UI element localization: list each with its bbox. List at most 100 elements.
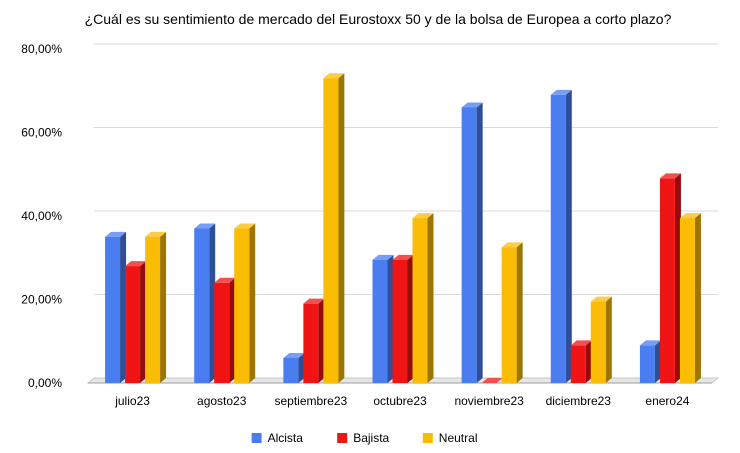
legend-swatch — [251, 433, 262, 443]
bar-side — [338, 73, 345, 383]
bar-bajista-agosto23 — [214, 277, 236, 383]
x-tick-label: enero24 — [645, 394, 689, 408]
bar-front — [639, 345, 655, 383]
bar-side — [674, 173, 681, 383]
legend-item-neutral: Neutral — [422, 431, 478, 445]
bar-top — [461, 102, 483, 108]
bar-top — [105, 231, 127, 237]
bar-neutral-diciembre23 — [590, 296, 612, 383]
bar-side — [140, 261, 147, 383]
bar-side — [654, 340, 661, 383]
bar-front — [679, 218, 695, 383]
y-tick-label: 40,00% — [21, 209, 62, 223]
bar-side — [120, 231, 127, 383]
bar-top — [214, 277, 236, 283]
x-tick-label: septiembre23 — [274, 394, 347, 408]
bar-top — [145, 231, 167, 237]
legend-label: Neutral — [439, 431, 478, 445]
bar-bajista-septiembre23 — [303, 298, 325, 383]
bar-alcista-agosto23 — [194, 223, 216, 383]
bar-bajista-noviembre23 — [481, 378, 503, 383]
bar-front — [125, 266, 141, 383]
x-axis-categories: julio23 agosto23 septiembre23 octubre23 novi… — [114, 394, 690, 408]
bar-side — [209, 223, 216, 383]
bar-front — [550, 94, 566, 384]
bar-alcista-noviembre23 — [461, 102, 483, 383]
bar-front — [501, 247, 517, 383]
legend-item-alcista: Alcista — [251, 431, 304, 445]
bar-top — [659, 173, 681, 179]
bar-side — [229, 277, 236, 383]
bar-top — [194, 223, 216, 229]
x-tick-label: agosto23 — [197, 394, 247, 408]
bar-top — [323, 73, 345, 79]
bar-alcista-julio23 — [105, 231, 127, 383]
y-tick-label: 80,00% — [21, 42, 62, 56]
bar-alcista-octubre23 — [372, 254, 394, 383]
bar-front — [392, 259, 408, 383]
bar-top — [590, 296, 612, 302]
bar-neutral-agosto23 — [234, 223, 256, 383]
bar-alcista-septiembre23 — [283, 352, 305, 383]
legend-swatch — [337, 433, 348, 443]
bar-top — [303, 298, 325, 304]
bar-side — [427, 213, 434, 383]
chart-title: ¿Cuál es su sentimiento de mercado del E… — [85, 11, 672, 27]
bar-front — [570, 345, 586, 383]
bar-top — [283, 352, 305, 358]
bar-front — [105, 236, 121, 383]
x-tick-label: diciembre23 — [546, 394, 612, 408]
bar-top — [679, 213, 701, 219]
bar-front — [372, 259, 388, 383]
bar-top — [125, 261, 147, 267]
bar-neutral-noviembre23 — [501, 242, 523, 383]
bar-front — [194, 228, 210, 383]
bar-side — [694, 213, 701, 383]
bar-top — [392, 254, 414, 260]
bar-top — [412, 213, 434, 219]
bar-neutral-septiembre23 — [323, 73, 345, 383]
bars — [105, 73, 701, 384]
legend-label: Bajista — [353, 431, 389, 445]
legend-swatch — [422, 433, 433, 443]
bar-front — [659, 178, 675, 383]
legend: Alcista Bajista Neutral — [251, 431, 478, 445]
y-axis-ticks: 0,00% 20,00% 40,00% 60,00% 80,00% — [21, 42, 62, 390]
bar-bajista-enero24 — [659, 173, 681, 383]
bar-top — [372, 254, 394, 260]
bar-side — [407, 254, 414, 383]
bar-bajista-octubre23 — [392, 254, 414, 383]
bar-top — [234, 223, 256, 229]
bar-front — [412, 218, 428, 383]
bar-bajista-julio23 — [125, 261, 147, 383]
bar-top — [550, 89, 572, 95]
bar-top — [501, 242, 523, 248]
bar-side — [565, 89, 572, 384]
bar-side — [298, 352, 305, 383]
bar-front — [283, 357, 299, 383]
bar-alcista-diciembre23 — [550, 89, 572, 384]
bar-neutral-enero24 — [679, 213, 701, 383]
bar-neutral-julio23 — [145, 231, 167, 383]
y-tick-label: 60,00% — [21, 126, 62, 140]
bar-side — [387, 254, 394, 383]
y-tick-label: 0,00% — [28, 376, 62, 390]
bar-top — [639, 340, 661, 346]
y-tick-label: 20,00% — [21, 293, 62, 307]
x-tick-label: julio23 — [114, 394, 150, 408]
legend-label: Alcista — [268, 431, 304, 445]
bar-side — [476, 102, 483, 383]
bar-front — [234, 228, 250, 383]
bar-side — [605, 296, 612, 383]
bar-front — [303, 303, 319, 383]
bar-side — [585, 340, 592, 383]
legend-item-bajista: Bajista — [337, 431, 390, 445]
bar-bajista-diciembre23 — [570, 340, 592, 383]
bar-front — [461, 107, 477, 383]
bar-front — [323, 78, 339, 383]
x-tick-label: noviembre23 — [454, 394, 524, 408]
bar-front — [145, 236, 161, 383]
bar-front — [590, 301, 606, 383]
